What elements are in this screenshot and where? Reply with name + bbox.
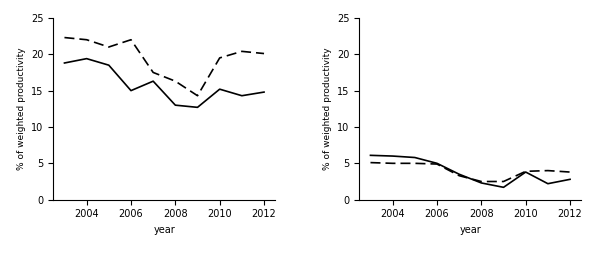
France	[260, 91, 267, 94]
Germany	[83, 38, 90, 41]
France	[216, 88, 223, 91]
Germany	[544, 169, 551, 172]
Germany	[149, 71, 157, 74]
Y-axis label: % of weighted productivity: % of weighted productivity	[17, 47, 25, 170]
France	[455, 173, 463, 176]
Line: France: France	[65, 59, 264, 107]
Germany	[478, 180, 485, 183]
Line: Germany: Germany	[371, 163, 570, 182]
France	[172, 104, 179, 107]
France	[149, 80, 157, 83]
Line: Germany: Germany	[65, 38, 264, 96]
Germany	[172, 80, 179, 83]
Germany	[566, 170, 573, 174]
France	[412, 156, 419, 159]
Y-axis label: % of weighted productivity: % of weighted productivity	[323, 47, 331, 170]
France	[83, 57, 90, 60]
X-axis label: year: year	[154, 225, 175, 235]
France	[194, 106, 201, 109]
Germany	[127, 38, 135, 41]
Germany	[61, 36, 68, 39]
France	[367, 154, 374, 157]
Germany	[522, 170, 530, 173]
Line: France: France	[371, 155, 570, 187]
X-axis label: year: year	[460, 225, 481, 235]
France	[522, 170, 530, 174]
France	[544, 182, 551, 185]
France	[566, 178, 573, 181]
France	[389, 155, 396, 158]
Germany	[238, 50, 246, 53]
Germany	[367, 161, 374, 164]
Germany	[455, 174, 463, 177]
Germany	[260, 52, 267, 55]
France	[127, 89, 135, 92]
France	[478, 182, 485, 185]
Germany	[433, 163, 441, 166]
France	[238, 94, 246, 97]
France	[61, 61, 68, 65]
France	[433, 162, 441, 165]
Germany	[412, 162, 419, 165]
France	[500, 186, 507, 189]
Germany	[105, 46, 112, 49]
Germany	[216, 56, 223, 59]
Germany	[389, 162, 396, 165]
Germany	[500, 180, 507, 183]
Germany	[194, 94, 201, 97]
France	[105, 64, 112, 67]
